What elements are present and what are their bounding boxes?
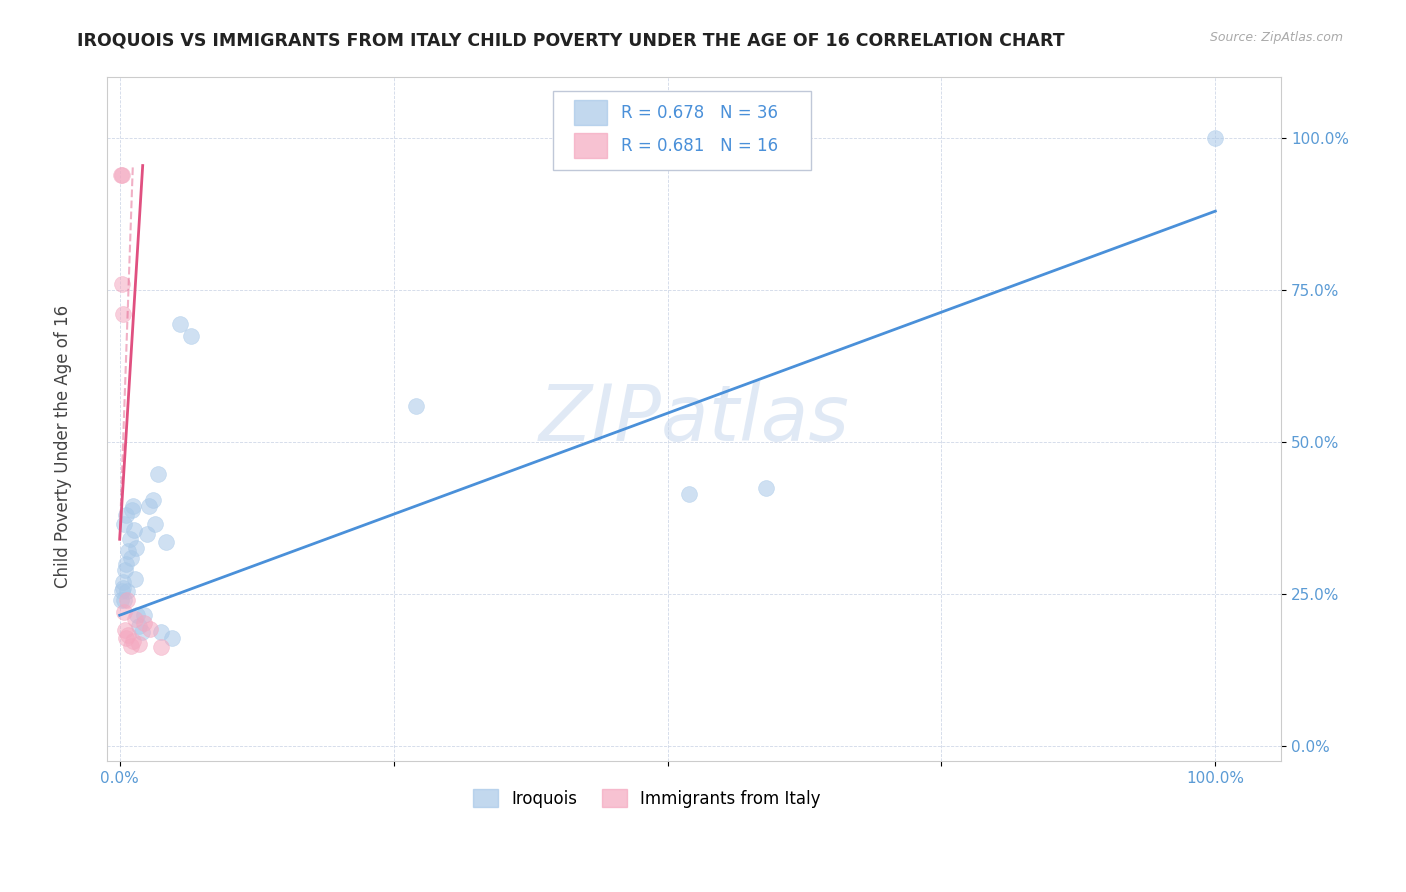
Point xyxy=(132,615,155,630)
FancyBboxPatch shape xyxy=(553,91,811,169)
Point xyxy=(121,499,143,513)
Point xyxy=(405,399,427,413)
Point xyxy=(678,486,700,500)
Point xyxy=(117,593,139,607)
Text: R = 0.681   N = 16: R = 0.681 N = 16 xyxy=(621,136,778,155)
Point xyxy=(162,631,184,645)
Point xyxy=(120,639,142,653)
Point xyxy=(114,624,136,638)
Point xyxy=(169,317,191,331)
Point xyxy=(139,622,162,636)
Point xyxy=(115,557,138,571)
Point xyxy=(114,563,136,577)
Point xyxy=(1204,131,1226,145)
Point xyxy=(115,631,138,645)
Text: Child Poverty Under the Age of 16: Child Poverty Under the Age of 16 xyxy=(55,304,72,588)
Point xyxy=(117,628,139,642)
Point xyxy=(112,517,135,532)
Point xyxy=(121,633,143,648)
Point xyxy=(150,624,173,639)
FancyBboxPatch shape xyxy=(574,101,607,125)
Point xyxy=(127,608,149,623)
Point xyxy=(121,503,143,517)
Point xyxy=(136,527,159,541)
Point xyxy=(120,550,142,565)
Point xyxy=(180,328,202,343)
Point xyxy=(112,605,135,619)
Point xyxy=(111,574,134,589)
FancyBboxPatch shape xyxy=(574,133,607,158)
Point xyxy=(111,277,134,291)
Point xyxy=(150,640,173,655)
Point xyxy=(128,618,150,632)
Point xyxy=(117,544,139,558)
Point xyxy=(115,508,138,522)
Point xyxy=(155,535,177,549)
Point xyxy=(110,593,132,607)
Point xyxy=(142,492,165,507)
Point xyxy=(124,572,146,586)
Legend: Iroquois, Immigrants from Italy: Iroquois, Immigrants from Italy xyxy=(465,783,828,814)
Point xyxy=(118,533,141,547)
Point xyxy=(111,308,134,322)
Point xyxy=(110,168,132,182)
Text: R = 0.678   N = 36: R = 0.678 N = 36 xyxy=(621,104,778,122)
Text: IROQUOIS VS IMMIGRANTS FROM ITALY CHILD POVERTY UNDER THE AGE OF 16 CORRELATION : IROQUOIS VS IMMIGRANTS FROM ITALY CHILD … xyxy=(77,31,1064,49)
Point xyxy=(124,612,146,626)
Point xyxy=(128,637,150,651)
Point xyxy=(131,624,153,639)
Point xyxy=(111,168,134,182)
Point xyxy=(112,593,135,607)
Point xyxy=(125,541,148,556)
Point xyxy=(146,467,169,481)
Point xyxy=(122,523,145,537)
Point xyxy=(132,608,155,623)
Point xyxy=(111,583,134,598)
Point xyxy=(138,499,160,513)
Text: Source: ZipAtlas.com: Source: ZipAtlas.com xyxy=(1209,31,1343,45)
Point xyxy=(111,581,134,595)
Point xyxy=(117,583,139,598)
Text: ZIPatlas: ZIPatlas xyxy=(538,381,849,458)
Point xyxy=(755,481,778,495)
Point xyxy=(143,517,166,532)
